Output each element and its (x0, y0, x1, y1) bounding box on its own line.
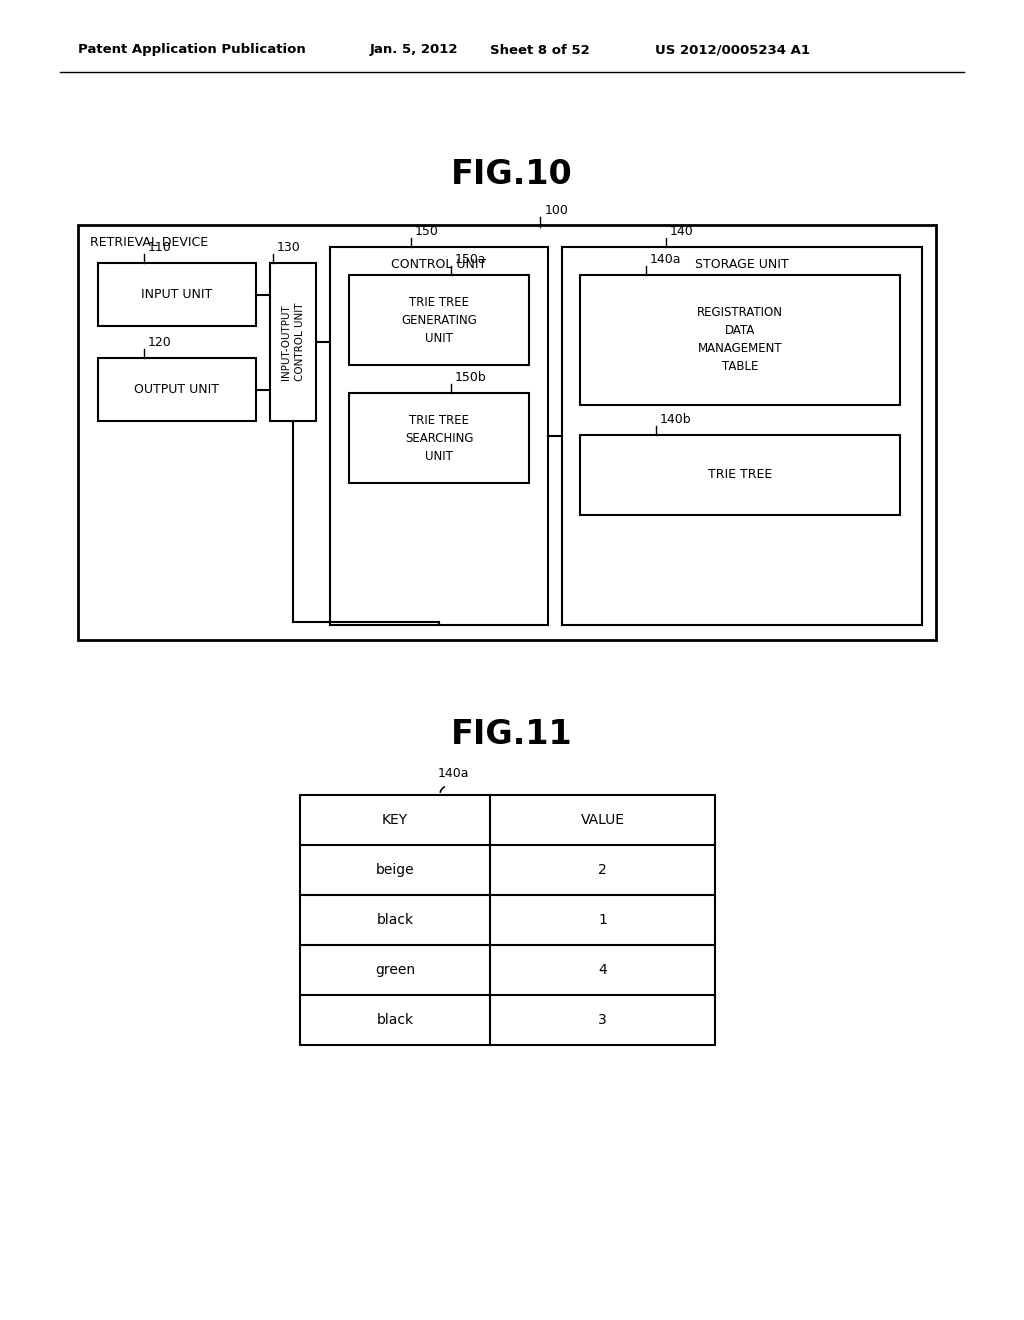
Text: TRIE TREE
GENERATING
UNIT: TRIE TREE GENERATING UNIT (401, 296, 477, 345)
Text: OUTPUT UNIT: OUTPUT UNIT (134, 383, 219, 396)
Text: 150: 150 (415, 224, 439, 238)
Text: 130: 130 (278, 242, 301, 253)
Text: REGISTRATION
DATA
MANAGEMENT
TABLE: REGISTRATION DATA MANAGEMENT TABLE (697, 306, 783, 374)
Text: 140a: 140a (438, 767, 469, 780)
Text: 150a: 150a (455, 253, 486, 267)
Text: RETRIEVAL DEVICE: RETRIEVAL DEVICE (90, 236, 208, 249)
Text: US 2012/0005234 A1: US 2012/0005234 A1 (655, 44, 810, 57)
Bar (330, 247, 548, 624)
Text: black: black (377, 913, 414, 927)
Text: INPUT UNIT: INPUT UNIT (141, 288, 213, 301)
Bar (98, 358, 256, 421)
Text: 1: 1 (598, 913, 607, 927)
Text: green: green (375, 964, 415, 977)
Text: FIG.11: FIG.11 (452, 718, 572, 751)
Text: TRIE TREE: TRIE TREE (708, 469, 772, 482)
Bar (349, 393, 529, 483)
Bar (580, 275, 900, 405)
Text: VALUE: VALUE (581, 813, 625, 828)
Text: 120: 120 (148, 337, 172, 348)
Text: 110: 110 (148, 242, 172, 253)
Text: 150b: 150b (455, 371, 486, 384)
Text: black: black (377, 1012, 414, 1027)
Text: INPUT-OUTPUT
CONTROL UNIT: INPUT-OUTPUT CONTROL UNIT (281, 302, 305, 381)
Text: Patent Application Publication: Patent Application Publication (78, 44, 306, 57)
Text: Jan. 5, 2012: Jan. 5, 2012 (370, 44, 459, 57)
Text: 2: 2 (598, 863, 607, 876)
Text: 140b: 140b (660, 413, 691, 426)
Bar (562, 247, 922, 624)
Text: CONTROL UNIT: CONTROL UNIT (391, 259, 486, 272)
Bar (300, 795, 715, 1045)
Text: TRIE TREE
SEARCHING
UNIT: TRIE TREE SEARCHING UNIT (404, 413, 473, 462)
Text: 140: 140 (670, 224, 693, 238)
Bar (270, 263, 316, 421)
Text: FIG.10: FIG.10 (452, 158, 572, 191)
Text: STORAGE UNIT: STORAGE UNIT (695, 259, 788, 272)
Text: 3: 3 (598, 1012, 607, 1027)
Text: KEY: KEY (382, 813, 408, 828)
Bar (580, 436, 900, 515)
Text: beige: beige (376, 863, 415, 876)
Text: 140a: 140a (650, 253, 682, 267)
Text: Sheet 8 of 52: Sheet 8 of 52 (490, 44, 590, 57)
Text: 4: 4 (598, 964, 607, 977)
Bar (98, 263, 256, 326)
Bar (349, 275, 529, 366)
Bar (78, 224, 936, 640)
Text: 100: 100 (545, 205, 569, 216)
